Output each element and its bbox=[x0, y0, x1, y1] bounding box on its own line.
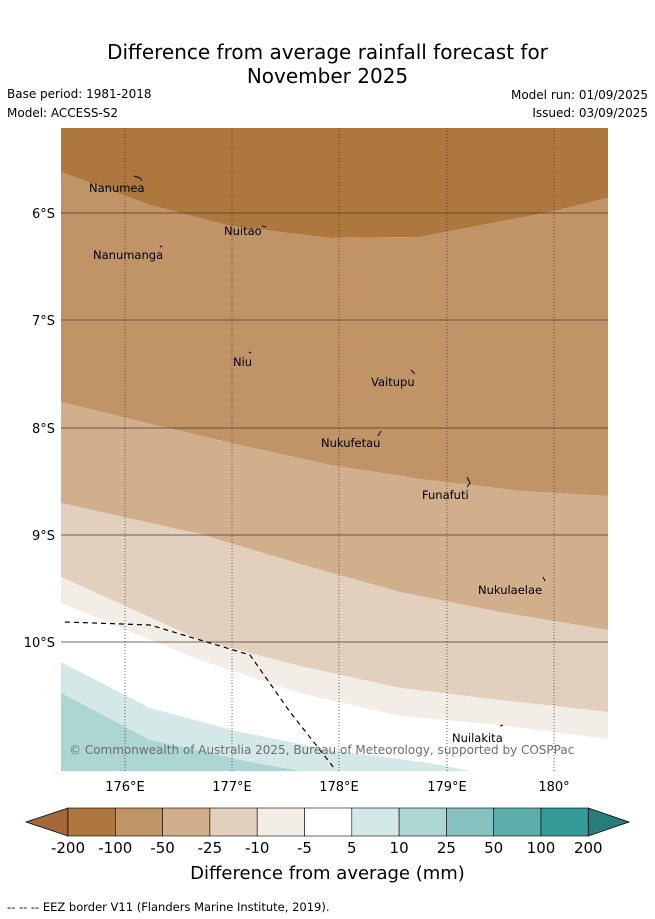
issued-date: Issued: 03/09/2025 bbox=[532, 106, 648, 120]
island-shape-nuitao bbox=[261, 225, 267, 228]
band-minus-25-to-minus-10 bbox=[61, 503, 608, 712]
colorbar-title: Difference from average (mm) bbox=[190, 863, 465, 884]
colorbar-segment bbox=[256, 807, 305, 837]
island-label-nuitao: Nuitao bbox=[224, 224, 262, 238]
model-run: Model run: 01/09/2025 bbox=[510, 88, 648, 102]
colorbar-tick-label: 100 bbox=[527, 839, 556, 857]
island-shape-nukulaelae bbox=[542, 576, 546, 582]
lon-axis-labels: 176°E 177°E 178°E 179°E 180° bbox=[105, 780, 569, 795]
band-minus-10-to-minus-5 bbox=[61, 577, 608, 739]
band-minus-100-to-minus-50 bbox=[61, 172, 608, 496]
band-minus-50-to-minus-25 bbox=[61, 402, 608, 630]
contour-fill-layer bbox=[61, 128, 608, 771]
island-shape-nuilakita bbox=[499, 724, 504, 727]
colorbar-tick-label: -100 bbox=[98, 839, 132, 857]
island-shape-nukufetau bbox=[377, 430, 382, 437]
colorbar-segment bbox=[351, 807, 400, 837]
island-label-nukulaelae: Nukulaelae bbox=[478, 583, 542, 597]
colorbar-segment bbox=[493, 807, 542, 837]
copyright-notice: © Commonwealth of Australia 2025, Bureau… bbox=[69, 743, 574, 757]
island-shape-vaitupu bbox=[410, 369, 416, 375]
band-less-than-minus-100 bbox=[61, 128, 608, 238]
island-shapes bbox=[133, 175, 546, 727]
colorbar-segment bbox=[209, 807, 258, 837]
colorbar-segment bbox=[446, 807, 494, 837]
lat-axis-labels: 6°S 7°S 8°S 9°S 10°S bbox=[24, 207, 55, 651]
island-label-funafuti: Funafuti bbox=[422, 488, 469, 502]
eez-border-line bbox=[64, 621, 335, 769]
colorbar-segment bbox=[115, 807, 163, 837]
lat-label-6s: 6°S bbox=[32, 207, 55, 222]
colorbar-tick-label: 5 bbox=[347, 839, 357, 857]
colorbar-segment bbox=[304, 807, 353, 837]
colorbar-arrow-low bbox=[24, 807, 69, 837]
colorbar-tick-label: -10 bbox=[245, 839, 270, 857]
colorbar-segment bbox=[540, 807, 589, 837]
island-label-nanumea: Nanumea bbox=[89, 181, 145, 195]
graticule bbox=[61, 128, 608, 771]
base-period: Base period: 1981-2018 bbox=[7, 87, 152, 101]
colorbar-tick-label: -25 bbox=[198, 839, 223, 857]
colorbar-tick-label: 25 bbox=[437, 839, 456, 857]
island-label-nuilakita: Nuilakita bbox=[452, 731, 503, 745]
colorbar: -200 -100 -50 -25 -10 -5 5 10 25 50 100 200 bbox=[24, 807, 631, 857]
colorbar-tick-label: 10 bbox=[390, 839, 409, 857]
island-label-niu: Niu bbox=[233, 355, 252, 369]
colorbar-tick-label: 200 bbox=[574, 839, 603, 857]
lon-label-177e: 177°E bbox=[212, 780, 252, 795]
island-label-nukufetau: Nukufetau bbox=[321, 436, 380, 450]
title-line-2: November 2025 bbox=[246, 64, 409, 88]
lon-label-178e: 178°E bbox=[319, 780, 359, 795]
island-label-nanumanga: Nanumanga bbox=[93, 248, 163, 262]
lat-label-7s: 7°S bbox=[32, 314, 55, 329]
colorbar-segment bbox=[398, 807, 447, 837]
lon-label-179e: 179°E bbox=[427, 780, 467, 795]
eez-footnote: -- -- -- EEZ border V11 (Flanders Marine… bbox=[7, 900, 330, 914]
island-label-vaitupu: Vaitupu bbox=[371, 375, 415, 389]
colorbar-tick-label: -200 bbox=[51, 839, 85, 857]
island-shape-nanumanga bbox=[159, 245, 163, 248]
lon-label-176e: 176°E bbox=[105, 780, 145, 795]
island-shape-nanumea bbox=[133, 175, 143, 182]
island-shape-niu bbox=[248, 351, 252, 354]
colorbar-segment bbox=[162, 807, 211, 837]
colorbar-tick-label: -5 bbox=[297, 839, 312, 857]
colorbar-tick-label: -50 bbox=[150, 839, 175, 857]
colorbar-tick-label: 50 bbox=[484, 839, 503, 857]
island-shape-funafuti bbox=[466, 476, 471, 488]
model-name: Model: ACCESS-S2 bbox=[7, 106, 119, 120]
map-title: Difference from average rainfall forecas… bbox=[0, 40, 655, 88]
island-labels: Nanumea Nuitao Nanumanga Niu Vaitupu Nuk… bbox=[89, 181, 542, 745]
lat-label-10s: 10°S bbox=[24, 636, 55, 651]
colorbar-arrow-high bbox=[587, 807, 631, 837]
lat-label-8s: 8°S bbox=[32, 422, 55, 437]
colorbar-segment bbox=[67, 807, 116, 837]
lon-label-180: 180° bbox=[538, 780, 569, 795]
lat-label-9s: 9°S bbox=[32, 529, 55, 544]
band-10-to-25 bbox=[61, 693, 300, 771]
title-line-1: Difference from average rainfall forecas… bbox=[107, 40, 548, 64]
